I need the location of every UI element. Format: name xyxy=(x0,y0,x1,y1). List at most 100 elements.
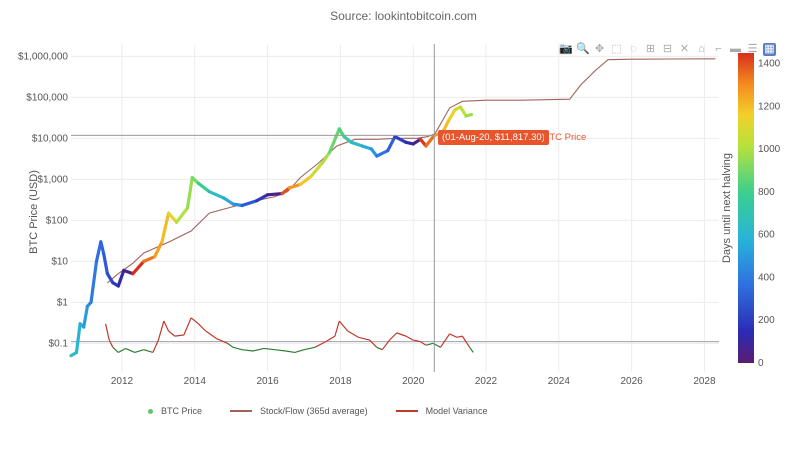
model-variance-segment xyxy=(152,339,159,353)
model-variance-segment xyxy=(205,330,217,340)
btc-price-segment xyxy=(153,240,164,259)
btc-price-segment xyxy=(105,272,115,285)
btc-price-segment xyxy=(320,150,332,165)
btc-price-segment xyxy=(464,112,474,118)
legend-item-model-variance[interactable]: Model Variance xyxy=(395,406,488,416)
colorbar-tick-label: 800 xyxy=(758,187,775,198)
legend-marker-stock-flow xyxy=(230,410,253,412)
zoom-out-icon[interactable]: ⊟ xyxy=(662,43,673,55)
model-variance-segment xyxy=(347,330,359,338)
lasso-icon[interactable]: ◌ xyxy=(630,43,637,55)
x-tick-label: 2028 xyxy=(693,376,716,387)
model-variance-segment xyxy=(108,339,114,348)
model-variance-segment xyxy=(294,349,305,354)
btc-price-segment xyxy=(174,206,190,224)
legend-item-stock-flow[interactable]: Stock/Flow (365d average) xyxy=(230,406,368,416)
hover-closest-icon[interactable]: ▬ xyxy=(730,43,741,55)
btc-price-segment xyxy=(142,255,157,263)
model-variance-segment xyxy=(216,338,228,344)
legend-label-btc-price: BTC Price xyxy=(161,406,203,416)
model-variance-segment xyxy=(405,335,414,341)
x-tick-label: 2018 xyxy=(329,376,352,387)
model-variance-segment xyxy=(190,317,199,325)
colorbar-tick-label: 600 xyxy=(758,230,775,241)
btc-price-segment xyxy=(424,133,436,148)
hover-compare-icon[interactable]: ☰ xyxy=(747,43,758,55)
y-tick-label: $100 xyxy=(46,215,69,226)
btc-price-segment xyxy=(240,199,259,208)
home-icon[interactable]: ⌂ xyxy=(698,43,705,55)
colorbar-tick-label: 200 xyxy=(758,315,775,326)
model-variance-segment xyxy=(125,347,135,353)
box-select-icon[interactable]: ⬚ xyxy=(611,43,622,55)
model-variance-segment xyxy=(396,332,407,337)
plotly-logo-icon[interactable]: ▦ xyxy=(763,43,776,56)
model-variance-segment xyxy=(285,350,295,354)
model-variance-segment xyxy=(449,333,458,338)
pan-icon[interactable]: ✥ xyxy=(594,43,605,55)
autoscale-icon[interactable]: ✕ xyxy=(679,43,690,55)
y-axis-label: BTC Price (USD) xyxy=(28,170,40,254)
model-variance-segment xyxy=(389,332,398,341)
btc-price-segment xyxy=(349,140,364,148)
colorbar-tick-label: 1000 xyxy=(758,144,781,155)
btc-price-segment xyxy=(375,149,390,158)
btc-price-segment xyxy=(386,135,397,153)
legend-item-btc-price[interactable]: BTC Price xyxy=(148,406,202,416)
model-variance-segment xyxy=(381,339,391,351)
model-variance-segment xyxy=(338,320,349,332)
model-variance-segment xyxy=(118,347,126,353)
zoom-in-icon[interactable]: ⊞ xyxy=(645,43,656,55)
y-tick-label: $0.1 xyxy=(49,338,69,349)
hover-value-label: (01-Aug-20, $11,817.30) xyxy=(438,130,549,145)
colorbar xyxy=(738,53,754,363)
model-variance-segment xyxy=(168,330,176,337)
model-variance-segment xyxy=(252,347,265,352)
model-variance-segment xyxy=(197,323,207,332)
btc-price-segment xyxy=(287,182,302,190)
colorbar-title: Days until next halving xyxy=(721,153,733,263)
zoom-icon[interactable]: 🔍 xyxy=(576,43,590,55)
y-tick-label: $10,000 xyxy=(32,133,69,144)
source-label: Source: lookintobitcoin.com xyxy=(330,9,477,23)
model-variance-segment xyxy=(274,349,286,352)
series-layer xyxy=(69,58,716,358)
y-tick-label: $1 xyxy=(57,297,69,308)
model-variance-segment xyxy=(303,346,316,351)
model-variance-segment xyxy=(425,342,434,346)
model-variance-segment xyxy=(456,335,463,338)
model-variance-segment xyxy=(413,339,421,343)
btc-price-segment xyxy=(309,161,324,178)
x-tick-label: 2022 xyxy=(475,376,498,387)
model-variance-segment xyxy=(134,349,144,354)
model-variance-segment xyxy=(263,347,275,351)
btc-price-segment xyxy=(131,259,146,276)
model-variance-segment xyxy=(112,346,119,353)
spike-lines-icon[interactable]: ⌐ xyxy=(715,43,722,55)
model-variance-segment xyxy=(369,339,378,348)
x-tick-label: 2016 xyxy=(256,376,279,387)
x-tick-label: 2026 xyxy=(621,376,644,387)
gridlines xyxy=(71,44,719,372)
model-variance-segment xyxy=(440,333,451,348)
model-variance-segment xyxy=(232,346,243,351)
btc-price-segment xyxy=(74,322,82,355)
legend-marker-model-variance xyxy=(395,410,418,412)
model-variance-segment xyxy=(376,346,383,351)
btc-price-segment xyxy=(89,259,99,304)
btc-price-segment xyxy=(116,268,126,288)
crosshair xyxy=(71,44,435,372)
btc-price-segment xyxy=(122,268,135,276)
btc-price-segment xyxy=(265,191,284,197)
btc-price-segment xyxy=(222,196,235,206)
hover-series-label: BTC Price xyxy=(543,132,587,143)
tick-labels: 2012 2014 2016 2018 2020 2022 2024 2026 2028 $1,0… xyxy=(18,51,716,387)
btc-price-segment xyxy=(166,211,179,224)
camera-icon[interactable]: 📷 xyxy=(559,43,573,55)
btc-price-segment xyxy=(196,181,211,194)
colorbar-ticks: 0 200 400 600 800 1000 1200 1400 xyxy=(758,59,781,369)
legend-label-model-variance: Model Variance xyxy=(425,406,488,416)
btc-price-segment xyxy=(393,135,408,144)
y-tick-label: $1,000,000 xyxy=(18,51,68,62)
